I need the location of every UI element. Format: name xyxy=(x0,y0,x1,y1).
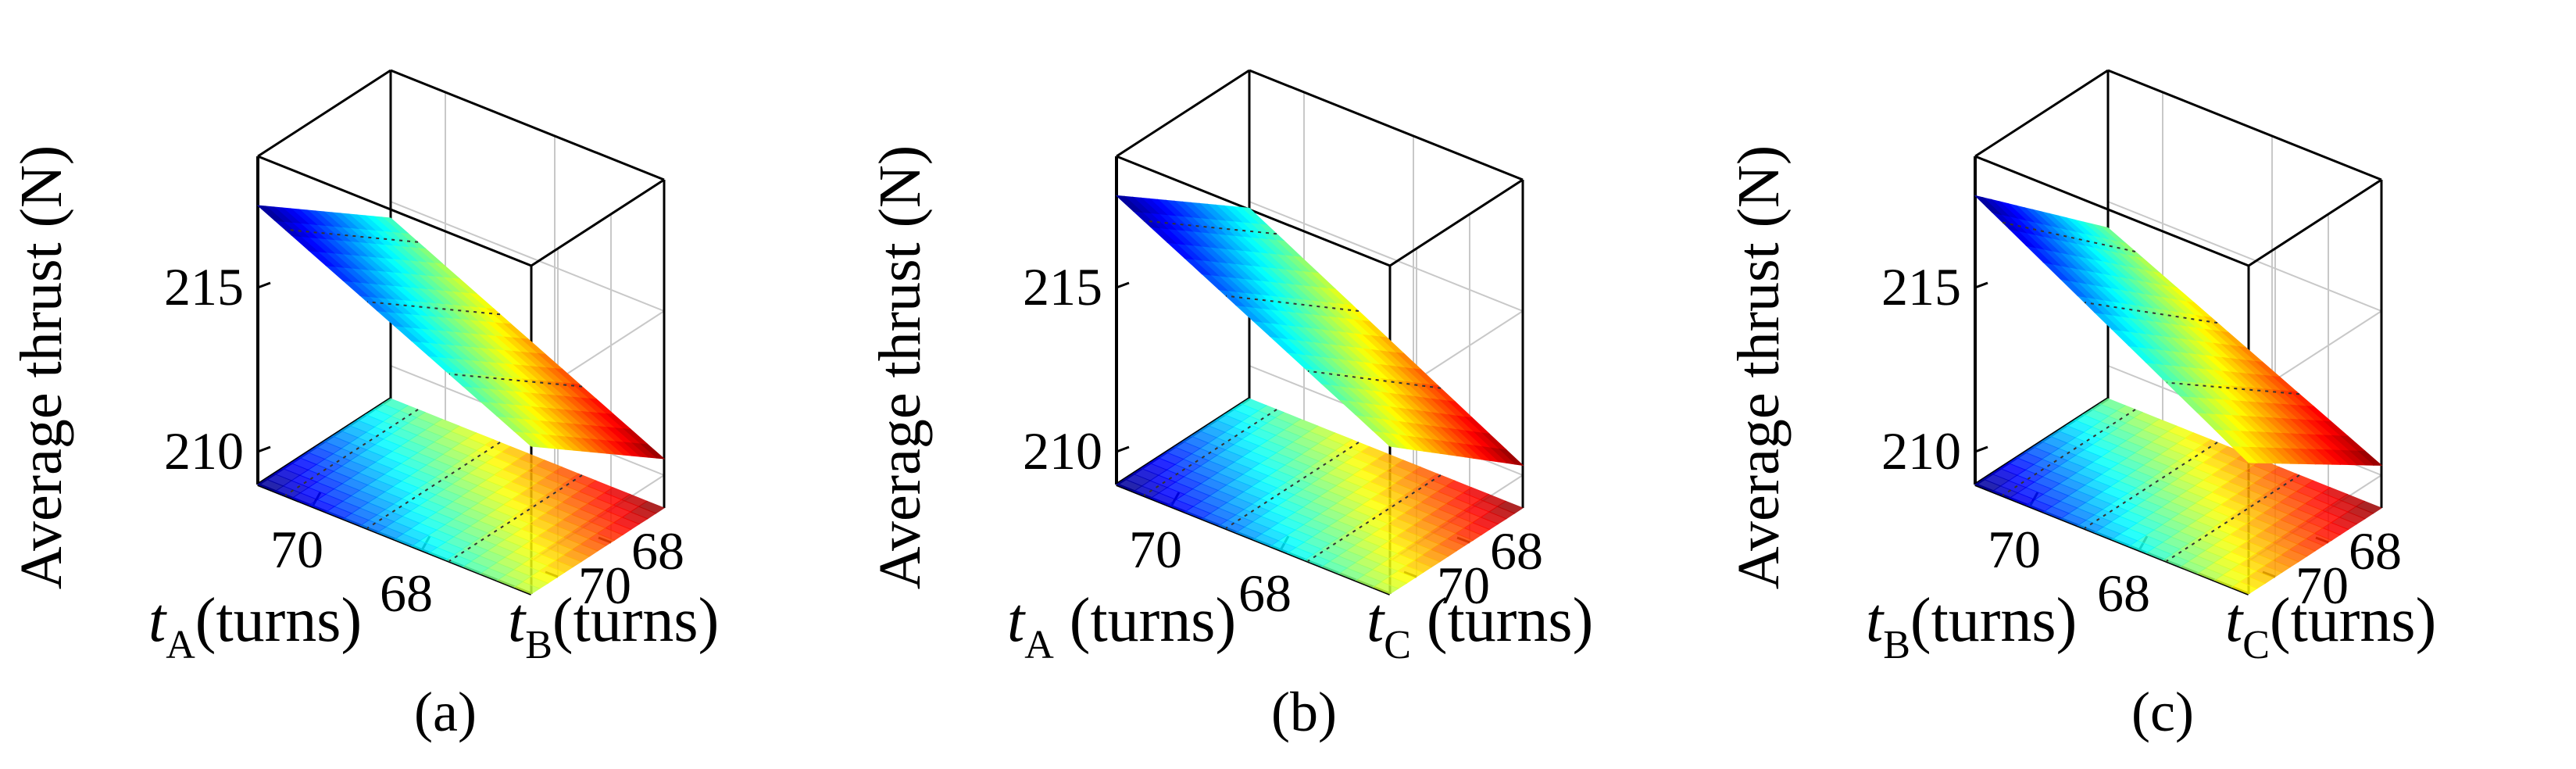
box-edge xyxy=(1974,69,2109,158)
mesh-line xyxy=(2166,381,2300,395)
mesh-line xyxy=(1225,442,1359,529)
z-axis-label: Average thrust (N) xyxy=(867,145,933,589)
x-axis-label: tB(turns) xyxy=(1866,586,2077,667)
mesh-line xyxy=(366,442,501,529)
mesh-line xyxy=(2166,474,2300,562)
box-edge xyxy=(1116,69,1250,158)
y-axis-label: tC(turns) xyxy=(2225,586,2436,667)
surface xyxy=(256,205,666,460)
mesh-line xyxy=(2084,442,2218,529)
mesh-line xyxy=(448,474,583,562)
mesh-line xyxy=(1307,370,1442,389)
box-edge xyxy=(1116,155,1391,267)
chart-panel-c: 210 215 70 68 70 68 Average thrust (N) tB(turns… xyxy=(1717,0,2576,765)
box-edge xyxy=(1389,178,1524,267)
z-tick xyxy=(257,281,271,289)
floor-cell xyxy=(1115,478,1143,492)
box-edge xyxy=(1249,69,1524,181)
panel-caption: (b) xyxy=(1271,681,1337,743)
grid-line xyxy=(390,201,665,312)
mesh-line xyxy=(1307,474,1442,562)
y-axis-label: tC (turns) xyxy=(1367,586,1593,667)
z-tick-label: 210 xyxy=(1881,421,1961,481)
surface xyxy=(1115,195,1524,467)
x-tick-label: 70 xyxy=(1988,520,2041,579)
z-axis-label: Average thrust (N) xyxy=(1726,145,1792,589)
y-axis-label: tB(turns) xyxy=(508,586,719,667)
z-tick-label: 210 xyxy=(164,421,244,481)
z-tick-label: 215 xyxy=(164,257,244,317)
mesh-line xyxy=(284,409,419,496)
x-tick-label: 68 xyxy=(2097,563,2150,623)
surface-cell xyxy=(256,205,284,222)
z-tick xyxy=(1116,281,1130,289)
grid-line xyxy=(2107,201,2382,312)
mesh-line xyxy=(1225,295,1359,312)
y-tick-label: 68 xyxy=(1490,521,1543,581)
surface xyxy=(1974,195,2383,466)
x-tick-label: 70 xyxy=(1129,520,1182,579)
box-edge xyxy=(2248,178,2382,267)
chart-panel-b: 210 215 70 68 70 68 Average thrust (N) tA (turn… xyxy=(859,0,1717,765)
z-tick-label: 215 xyxy=(1881,257,1961,317)
z-tick xyxy=(257,445,271,453)
box-edge xyxy=(257,155,532,267)
x-tick-label: 68 xyxy=(1238,563,1292,623)
grid-line xyxy=(1249,201,1524,312)
mesh-line xyxy=(284,228,419,243)
panel-caption: (a) xyxy=(414,681,477,743)
surface-cell xyxy=(1115,195,1143,213)
box-edge xyxy=(390,69,665,181)
y-tick-label: 68 xyxy=(631,521,684,581)
mesh-line xyxy=(1143,220,1277,235)
floor-cell xyxy=(1974,478,2002,492)
mesh-line xyxy=(366,301,501,316)
x-tick-label: 70 xyxy=(270,520,323,579)
z-axis-label: Average thrust (N) xyxy=(9,145,74,589)
x-axis-label: tA (turns) xyxy=(1007,586,1236,667)
mesh-line xyxy=(1143,409,1277,496)
floor-cell xyxy=(256,478,284,492)
z-tick xyxy=(1974,281,1988,289)
mesh-line xyxy=(2002,409,2136,496)
mesh-line xyxy=(448,373,583,388)
z-tick-label: 210 xyxy=(1023,421,1102,481)
y-tick-label: 68 xyxy=(2349,521,2402,581)
y-tick-label: 70 xyxy=(1437,556,1490,615)
z-tick xyxy=(1974,445,1988,453)
floor-projection xyxy=(1974,398,2383,595)
floor-projection xyxy=(1115,398,1524,595)
y-tick-label: 70 xyxy=(2296,556,2349,615)
box-edge xyxy=(2107,69,2382,181)
chart-panel-a: 210 215 70 68 70 68 Average thrust (N) tA(turns… xyxy=(0,0,859,765)
mesh-line xyxy=(2084,302,2218,324)
box-edge xyxy=(1974,155,2249,267)
surface-cell xyxy=(1974,195,2003,216)
z-tick-label: 215 xyxy=(1023,257,1102,317)
z-tick xyxy=(1116,445,1130,453)
box-edge xyxy=(257,69,391,158)
x-tick-label: 68 xyxy=(380,563,433,623)
x-axis-label: tA(turns) xyxy=(148,586,362,667)
floor-projection xyxy=(256,398,666,595)
box-edge xyxy=(531,178,665,267)
panel-caption: (c) xyxy=(2131,681,2194,743)
y-tick-label: 70 xyxy=(578,556,631,615)
